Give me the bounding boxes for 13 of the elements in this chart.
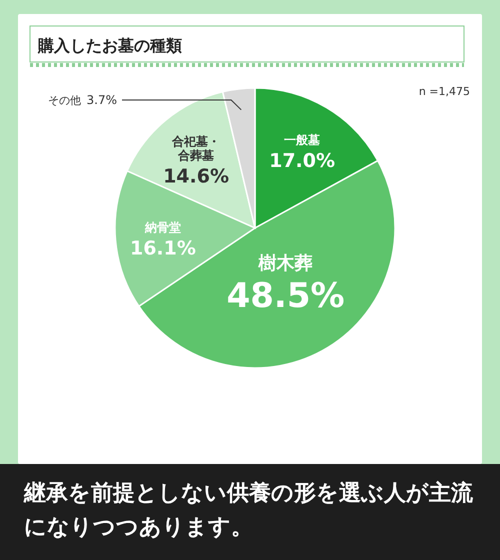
- data-label: 48.5%: [226, 276, 345, 316]
- slice-label: 一般墓: [284, 132, 320, 147]
- data-label: 3.7%: [86, 93, 117, 107]
- chart-title: 購入したお墓の種類: [37, 36, 182, 55]
- text: n =1,475: [418, 85, 470, 98]
- data-label: 16.1%: [130, 237, 196, 260]
- slice-label: 樹木葬: [258, 253, 313, 274]
- data-label: 14.6%: [163, 165, 230, 188]
- text: 継承を前提としない供養の形を選ぶ人が主流になりつつあります。: [23, 480, 474, 540]
- slice-label: その他: [48, 94, 81, 107]
- slice-label: 納骨堂: [144, 220, 181, 234]
- data-label: 17.0%: [269, 150, 336, 172]
- slice-label: 合祀墓・合葬墓: [171, 134, 220, 162]
